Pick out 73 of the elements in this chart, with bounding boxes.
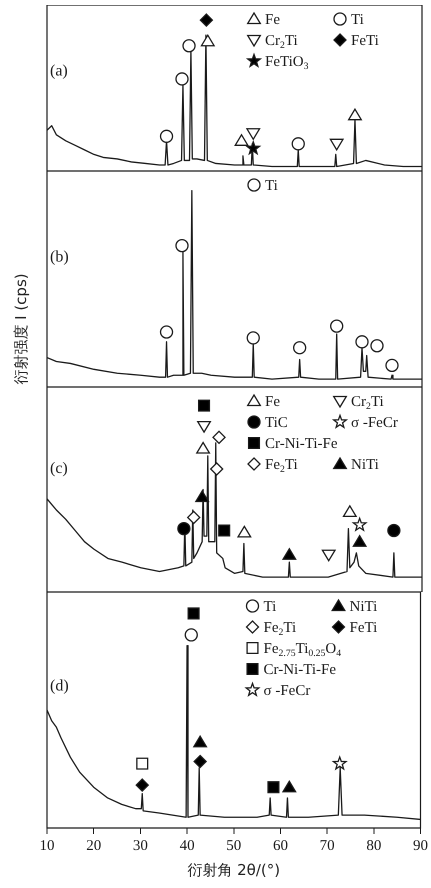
point bbox=[237, 526, 252, 538]
point bbox=[210, 462, 224, 476]
annotation: (d) bbox=[50, 678, 69, 695]
point bbox=[330, 138, 344, 150]
legend-label: Ti bbox=[265, 178, 278, 194]
point bbox=[136, 758, 148, 770]
legend-label: Cr-Ni-Ti-Fe bbox=[265, 436, 338, 452]
point bbox=[200, 13, 214, 27]
point bbox=[175, 238, 189, 252]
x-tick-label: 70 bbox=[320, 838, 335, 854]
legend-label: FeTi bbox=[350, 620, 378, 636]
point bbox=[355, 335, 369, 348]
point bbox=[293, 341, 306, 354]
point bbox=[195, 490, 210, 502]
point bbox=[282, 780, 296, 792]
point bbox=[218, 524, 230, 537]
point bbox=[352, 535, 367, 547]
x-tick-label: 10 bbox=[40, 838, 54, 854]
point bbox=[177, 522, 191, 536]
point bbox=[212, 430, 226, 444]
legend-label: TiC bbox=[265, 414, 288, 431]
legend-label: Ti bbox=[264, 598, 276, 615]
point bbox=[160, 325, 174, 339]
point bbox=[200, 34, 215, 46]
x-tick-label: 30 bbox=[132, 838, 148, 854]
point bbox=[197, 420, 211, 433]
legend-label: Fe bbox=[265, 394, 280, 410]
point bbox=[196, 442, 210, 454]
legend-label: σ -FeCr bbox=[264, 682, 310, 699]
point bbox=[160, 130, 174, 143]
point bbox=[385, 358, 399, 372]
point bbox=[246, 331, 260, 345]
annotation: (a) bbox=[50, 62, 68, 80]
point bbox=[342, 505, 357, 518]
y-axis-title: 衍射强度 I (cps) bbox=[12, 273, 30, 385]
x-tick-label: 40 bbox=[180, 838, 195, 854]
point bbox=[330, 319, 344, 333]
legend-label: σ -FeCr bbox=[351, 414, 398, 431]
point bbox=[370, 339, 384, 352]
point bbox=[267, 781, 280, 794]
point bbox=[182, 39, 196, 52]
point bbox=[246, 128, 260, 140]
legend-label: NiTi bbox=[350, 598, 378, 615]
point bbox=[234, 134, 248, 146]
x-tick-label: 90 bbox=[413, 838, 428, 854]
point bbox=[187, 510, 200, 524]
point bbox=[193, 754, 207, 768]
point bbox=[332, 756, 347, 770]
x-axis-title: 衍射角 2θ/(°) bbox=[187, 860, 280, 879]
point bbox=[175, 72, 189, 86]
legend-label: Cr-Ni-Ti-Fe bbox=[264, 662, 336, 678]
point bbox=[352, 518, 367, 531]
point bbox=[348, 108, 362, 120]
point bbox=[282, 548, 296, 560]
annotation: (c) bbox=[50, 460, 68, 478]
point bbox=[246, 141, 260, 154]
x-tick-label: 60 bbox=[272, 838, 288, 854]
legend-label: Fe bbox=[265, 12, 280, 28]
x-tick-label: 50 bbox=[226, 838, 242, 854]
legend-label: FeTi bbox=[351, 32, 379, 49]
point bbox=[184, 628, 198, 642]
point bbox=[292, 137, 305, 150]
point bbox=[136, 778, 149, 792]
x-tick-label: 80 bbox=[366, 838, 382, 854]
point bbox=[322, 550, 336, 562]
point bbox=[188, 607, 200, 620]
legend-label: Ti bbox=[351, 12, 364, 28]
point bbox=[193, 736, 208, 748]
annotation: (b) bbox=[50, 248, 69, 266]
x-tick-label: 20 bbox=[86, 838, 102, 854]
point bbox=[198, 400, 210, 412]
point bbox=[387, 524, 401, 538]
legend-label: NiTi bbox=[351, 456, 379, 473]
